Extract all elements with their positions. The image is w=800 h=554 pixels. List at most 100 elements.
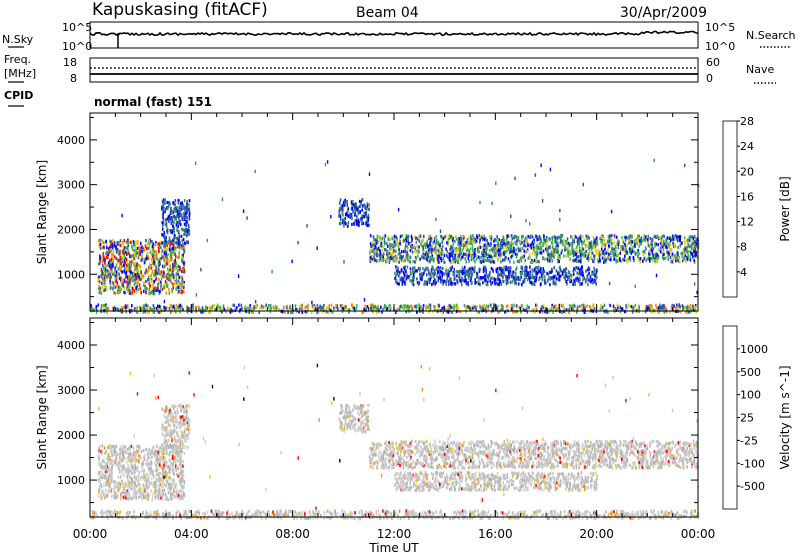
echo-cell	[170, 258, 173, 262]
echo-cell	[582, 303, 585, 307]
echo-cell	[460, 251, 463, 255]
echo-cell	[374, 258, 376, 262]
echo-cell	[506, 241, 509, 245]
echo-cell	[632, 245, 635, 249]
echo-cell	[516, 277, 518, 281]
echo-cell	[177, 241, 180, 246]
echo-cell	[538, 235, 541, 239]
echo-cell	[164, 198, 166, 202]
echo-cell	[112, 286, 115, 290]
echo-cell	[438, 307, 440, 311]
echo-cell	[531, 260, 534, 264]
echo-cell	[153, 292, 156, 296]
echo-cell	[499, 245, 502, 249]
echo-cell	[652, 253, 654, 257]
echo-cell	[110, 461, 113, 465]
echo-cell	[595, 252, 598, 256]
echo-cell	[427, 268, 430, 273]
echo-cell	[505, 238, 508, 242]
echo-cell	[175, 217, 177, 221]
echo-cell	[551, 253, 553, 257]
echo-cell	[357, 218, 360, 222]
colorbar-title: Power [dB]	[778, 176, 792, 241]
echo-cell	[490, 277, 492, 281]
echo-cell	[624, 238, 627, 242]
echo-cell	[543, 240, 545, 244]
echo-cell	[437, 303, 440, 307]
echo-cell	[371, 255, 374, 259]
echo-cell	[183, 222, 186, 226]
echo-cell	[546, 271, 548, 275]
echo-cell	[172, 266, 174, 270]
echo-cell	[401, 234, 404, 238]
echo-cell	[526, 278, 529, 282]
echo-cell	[178, 253, 180, 257]
echo-cell	[200, 310, 202, 314]
echo-cell	[685, 306, 688, 310]
echo-cell	[145, 307, 147, 311]
echo-cell	[416, 310, 418, 314]
echo-cell	[153, 262, 155, 266]
echo-cell	[426, 242, 428, 247]
echo-cell	[588, 271, 590, 276]
echo-cell	[115, 270, 118, 274]
echo-cell	[137, 282, 140, 286]
echo-cell	[122, 464, 124, 468]
echo-cell	[588, 278, 590, 282]
echo-cell	[399, 253, 402, 257]
echo-cell	[471, 243, 474, 247]
echo-cell	[511, 249, 514, 253]
echo-cell	[138, 305, 141, 309]
echo-cell	[584, 254, 587, 258]
echo-cell	[590, 252, 593, 256]
echo-cell	[360, 202, 362, 206]
echo-cell	[483, 265, 485, 269]
echo-cell	[637, 258, 640, 262]
echo-cell	[399, 277, 402, 281]
echo-cell	[482, 253, 484, 257]
echo-cell	[126, 252, 128, 256]
echo-cell	[464, 257, 467, 261]
echo-cell	[253, 306, 256, 310]
echo-cell	[99, 238, 101, 242]
echo-cell	[693, 251, 695, 255]
echo-cell	[684, 240, 686, 244]
echo-cell	[513, 260, 515, 264]
echo-cell	[463, 244, 465, 248]
echo-cell	[534, 279, 536, 283]
echo-cell	[609, 303, 611, 307]
echo-cell	[159, 306, 162, 310]
echo-cell	[536, 242, 539, 246]
echo-cell	[542, 275, 544, 279]
echo-cell	[618, 304, 621, 308]
echo-cell	[374, 305, 377, 309]
echo-cell	[449, 254, 452, 258]
echo-cell	[492, 307, 494, 311]
echo-cell	[624, 247, 627, 251]
echo-cell	[343, 218, 346, 222]
echo-cell	[631, 310, 634, 314]
echo-cell	[531, 259, 533, 263]
echo-cell	[564, 244, 566, 248]
echo-cell	[453, 304, 455, 308]
echo-cell	[174, 217, 176, 221]
echo-cell	[417, 254, 419, 258]
echo-cell	[490, 282, 492, 286]
echo-cell	[586, 275, 589, 279]
echo-cell	[120, 280, 122, 284]
echo-cell	[143, 289, 145, 293]
echo-cell	[632, 256, 635, 261]
echo-cell	[365, 222, 367, 226]
echo-cell	[347, 214, 350, 218]
echo-cell	[448, 271, 451, 276]
echo-cell	[470, 254, 473, 258]
echo-cell	[478, 310, 480, 314]
echo-cell	[313, 305, 316, 309]
echo-cell	[136, 491, 139, 495]
echo-cell	[487, 276, 490, 280]
echo-cell	[455, 249, 458, 253]
echo-cell	[588, 304, 591, 309]
echo-cell	[104, 258, 106, 262]
echo-cell	[446, 241, 448, 245]
echo-cell	[536, 271, 539, 275]
